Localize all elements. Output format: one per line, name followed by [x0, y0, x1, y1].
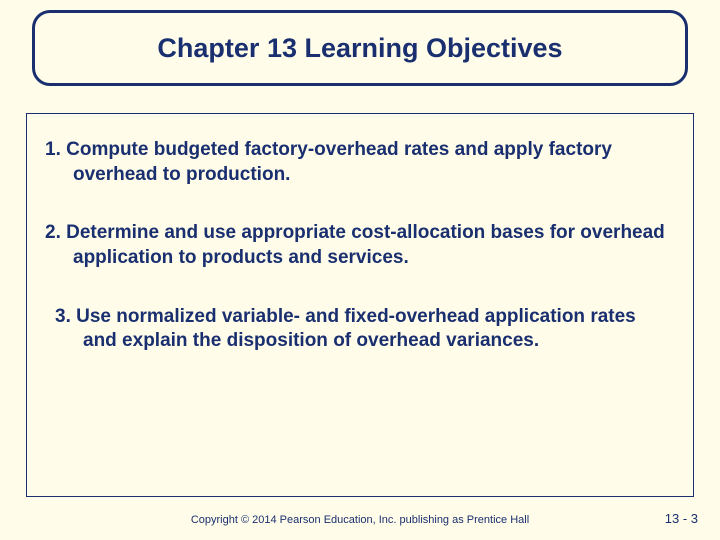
objective-1: 1. Compute budgeted factory-overhead rat… — [45, 138, 673, 187]
objective-2: 2. Determine and use appropriate cost-al… — [45, 221, 673, 270]
copyright-text: Copyright © 2014 Pearson Education, Inc.… — [0, 514, 720, 526]
objective-3: 3. Use normalized variable- and fixed-ov… — [45, 305, 673, 354]
content-container: 1. Compute budgeted factory-overhead rat… — [26, 113, 694, 497]
title-container: Chapter 13 Learning Objectives — [32, 10, 688, 86]
page-number: 13 - 3 — [665, 511, 698, 526]
slide-title: Chapter 13 Learning Objectives — [157, 33, 562, 64]
